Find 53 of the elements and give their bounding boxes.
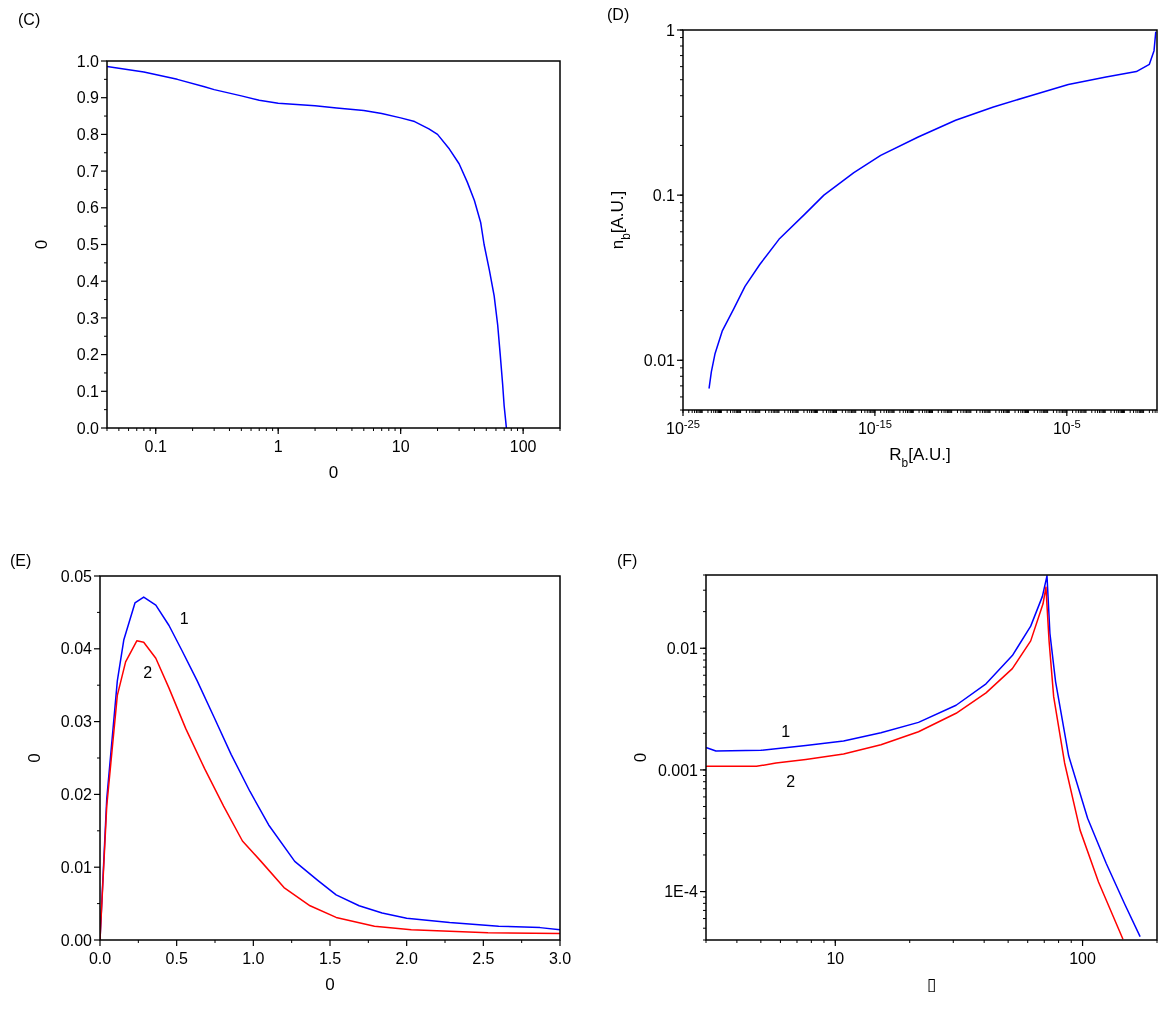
y-tick-label: 1.0 xyxy=(76,52,100,70)
y-tick-label: 0.01 xyxy=(60,858,93,876)
x-tick-label: 0.0 xyxy=(88,950,112,967)
y-axis-title: 0 xyxy=(32,239,51,250)
y-tick-label: 0.04 xyxy=(60,640,93,658)
x-axis-title: 0 xyxy=(325,975,335,994)
y-tick-label: 0.03 xyxy=(60,713,93,731)
y-tick-label: 0.01 xyxy=(666,639,699,657)
y-tick-label: 0.4 xyxy=(76,272,100,290)
chart-title: (E) xyxy=(10,552,32,569)
x-tick-label: 1 xyxy=(273,438,283,455)
y-tick-label: 0.2 xyxy=(76,346,100,364)
y-tick-label: 0.5 xyxy=(76,236,100,254)
x-tick-label: 10 xyxy=(391,438,410,455)
x-tick-label: 0.1 xyxy=(144,438,167,455)
x-tick-label: 100 xyxy=(509,438,537,455)
series-label: 2 xyxy=(786,773,796,791)
y-tick-label: 0.7 xyxy=(76,162,100,180)
series-label: 1 xyxy=(781,723,791,741)
x-tick-label: 100 xyxy=(1069,950,1097,967)
y-axis-title: 0 xyxy=(631,752,650,763)
y-tick-label: 1E-4 xyxy=(664,883,699,901)
x-tick-label: 0.5 xyxy=(165,950,188,967)
y-tick-label: 1 xyxy=(666,21,676,39)
x-tick-label: 10$^{-5}$ xyxy=(1052,418,1081,437)
x-tick-label: 3.0 xyxy=(548,950,572,967)
y-tick-label: 0.02 xyxy=(60,786,93,803)
x-axis-title: 0 xyxy=(328,463,339,482)
y-tick-label: 0.001 xyxy=(657,761,699,779)
y-tick-label: 0.3 xyxy=(76,309,100,327)
x-tick-label: 1.0 xyxy=(242,950,265,967)
x-tick-label: 10$^{-15}$ xyxy=(857,418,892,437)
chart-title: (F) xyxy=(617,552,638,569)
y-tick-label: 0.9 xyxy=(76,89,100,107)
y-tick-label: 0.00 xyxy=(60,931,93,949)
y-tick-label: 0.8 xyxy=(76,126,100,143)
y-tick-label: 0.1 xyxy=(652,186,676,204)
x-tick-label: 2.0 xyxy=(395,950,418,967)
y-tick-label: 0.01 xyxy=(643,351,676,369)
x-tick-label: 2.5 xyxy=(472,950,495,967)
series-label: 2 xyxy=(143,663,153,681)
y-tick-label: 0.6 xyxy=(76,199,100,217)
x-tick-label: 10 xyxy=(826,950,845,967)
x-axis-title: R$_{b}$[A.U.] xyxy=(889,445,951,470)
x-axis-title: ▯ xyxy=(927,975,936,994)
y-tick-label: 0.05 xyxy=(60,567,93,585)
chart-title: (D) xyxy=(607,6,630,23)
y-tick-label: 0.1 xyxy=(76,382,100,400)
series-label: 1 xyxy=(179,609,189,627)
chart-title: (C) xyxy=(18,11,41,28)
x-tick-label: 10$^{-25}$ xyxy=(666,418,700,437)
x-tick-label: 1.5 xyxy=(318,950,342,967)
y-axis-title: 0 xyxy=(25,753,44,763)
